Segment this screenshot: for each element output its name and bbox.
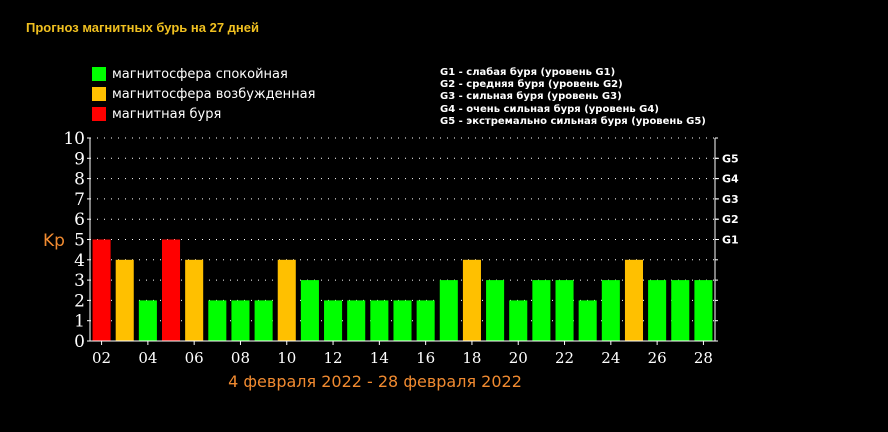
y-tick-label: 4 bbox=[74, 251, 85, 271]
x-tick-label: 14 bbox=[370, 349, 389, 367]
g-scale-legend: G1 - слабая буря (уровень G1) G2 - средн… bbox=[440, 67, 706, 128]
y-tick-label: 5 bbox=[74, 231, 85, 251]
g-legend-line-g5: G5 - экстремально сильная буря (уровень … bbox=[440, 115, 706, 127]
bar bbox=[277, 259, 296, 341]
y-tick-label: 2 bbox=[74, 291, 85, 311]
x-tick-label: 28 bbox=[694, 349, 713, 367]
legend-swatch-storm bbox=[92, 107, 106, 121]
bar bbox=[648, 280, 667, 341]
x-tick-label: 02 bbox=[92, 349, 111, 367]
x-tick-label: 24 bbox=[601, 349, 620, 367]
bar bbox=[671, 280, 690, 341]
x-tick-label: 06 bbox=[185, 349, 204, 367]
bar bbox=[161, 239, 181, 341]
y-tick-label: 0 bbox=[74, 332, 85, 352]
legend-item-quiet: магнитосфера спокойная bbox=[92, 66, 288, 82]
x-tick-label: 26 bbox=[648, 349, 667, 367]
legend-label-active: магнитосфера возбужденная bbox=[112, 86, 316, 102]
y-tick-label: 3 bbox=[74, 271, 85, 291]
bar bbox=[486, 280, 505, 341]
x-tick-label: 18 bbox=[462, 349, 481, 367]
bar bbox=[324, 300, 343, 341]
y-tick-label: 10 bbox=[63, 129, 85, 149]
bar bbox=[532, 280, 551, 341]
legend-item-active: магнитосфера возбужденная bbox=[92, 86, 315, 102]
bar bbox=[694, 280, 713, 341]
bar bbox=[462, 259, 481, 341]
bar bbox=[578, 300, 597, 341]
y-tick-label: 8 bbox=[74, 170, 85, 190]
g-tick-label: G4 bbox=[722, 173, 739, 186]
x-tick-label: 22 bbox=[555, 349, 574, 367]
x-tick-label: 08 bbox=[231, 349, 250, 367]
g-legend-line-g3: G3 - сильная буря (уровень G3) bbox=[440, 91, 622, 103]
bar bbox=[624, 259, 644, 341]
g-tick-label: G2 bbox=[722, 213, 739, 226]
bar bbox=[416, 300, 435, 341]
y-tick-label: 1 bbox=[74, 312, 85, 332]
bar bbox=[138, 300, 157, 341]
y-axis-label: Kp bbox=[43, 231, 65, 251]
bar bbox=[601, 280, 620, 341]
bar bbox=[92, 239, 111, 341]
legend-swatch-active bbox=[92, 87, 106, 101]
legend-swatch-quiet bbox=[92, 67, 106, 81]
x-tick-label: 10 bbox=[277, 349, 296, 367]
bar bbox=[231, 300, 250, 341]
bar bbox=[300, 280, 319, 341]
bar bbox=[347, 300, 366, 341]
g-legend-line-g1: G1 - слабая буря (уровень G1) bbox=[440, 67, 616, 78]
bar bbox=[509, 300, 528, 341]
bar bbox=[254, 300, 273, 341]
bar bbox=[555, 280, 574, 341]
date-range-subtitle: 4 февраля 2022 - 28 февраля 2022 bbox=[228, 372, 522, 391]
legend-label-quiet: магнитосфера спокойная bbox=[112, 66, 288, 82]
g-legend-line-g2: G2 - средняя буря (уровень G2) bbox=[440, 79, 623, 91]
g-legend-line-g4: G4 - очень сильная буря (уровень G4) bbox=[440, 103, 659, 115]
g-tick-label: G3 bbox=[722, 193, 739, 206]
bar bbox=[393, 300, 412, 341]
bar bbox=[439, 280, 458, 341]
chart-title: Прогноз магнитных бурь на 27 дней bbox=[26, 20, 259, 35]
bar bbox=[115, 259, 134, 341]
legend-label-storm: магнитная буря bbox=[112, 106, 222, 122]
x-tick-label: 16 bbox=[416, 349, 435, 367]
x-tick-label: 12 bbox=[324, 349, 343, 367]
legend-item-storm: магнитная буря bbox=[92, 106, 221, 122]
g-tick-label: G5 bbox=[722, 152, 739, 165]
y-tick-label: 9 bbox=[74, 149, 85, 169]
g-tick-label: G1 bbox=[722, 234, 739, 247]
bar bbox=[208, 300, 227, 341]
x-tick-label: 20 bbox=[509, 349, 528, 367]
x-tick-label: 04 bbox=[138, 349, 157, 367]
bar bbox=[370, 300, 389, 341]
bar bbox=[185, 259, 204, 341]
y-tick-label: 6 bbox=[74, 210, 85, 230]
y-tick-label: 7 bbox=[74, 190, 85, 210]
